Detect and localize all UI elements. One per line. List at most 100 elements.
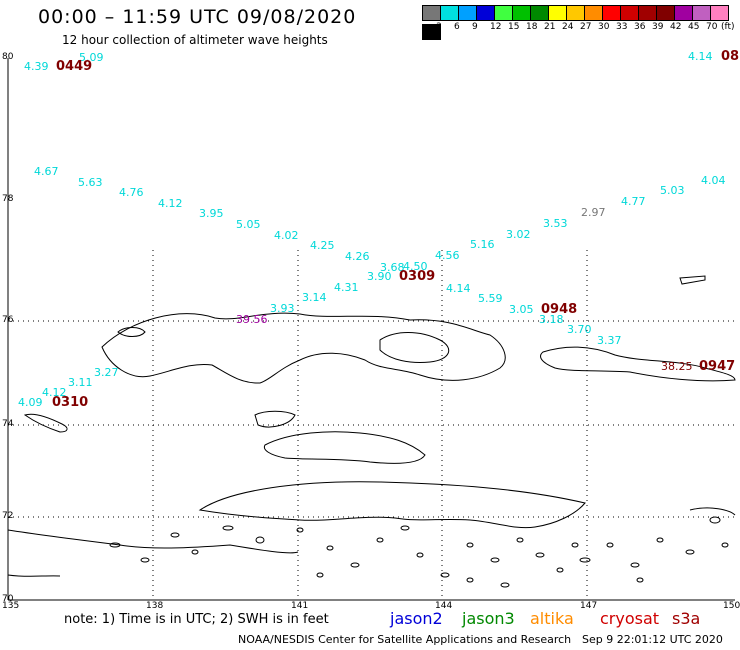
wave-height-label: 5.05: [236, 218, 261, 231]
color-scale-tick: 45: [688, 22, 700, 32]
wave-height-label: 4.39: [24, 60, 49, 73]
wave-height-label: 4.77: [621, 195, 646, 208]
wave-height-label: 2.97: [581, 206, 606, 219]
wave-height-label: 5.63: [78, 176, 103, 189]
lat-label-74: 74: [2, 419, 14, 429]
color-scale-legend: 3 6 9 12 15 18 21 24 27 30 33 36 39 42 45 70 (ft): [422, 5, 740, 43]
color-scale-swatch: [710, 5, 729, 21]
wave-height-label: 4.26: [345, 250, 370, 263]
wave-height-label: 4.76: [119, 186, 144, 199]
wave-height-label: 5.03: [660, 184, 685, 197]
wave-height-label: 3.95: [199, 207, 224, 220]
pass-time-label: 0948: [541, 302, 578, 317]
legend-cryosat: cryosat: [600, 609, 660, 628]
color-scale-swatch: [458, 5, 477, 21]
color-scale-swatch: [566, 5, 585, 21]
color-scale-swatch: [602, 5, 621, 21]
wave-height-label: 5.09: [79, 51, 104, 64]
wave-height-label: 4.67: [34, 165, 59, 178]
wave-height-label: 4.14: [446, 282, 471, 295]
color-scale-tick: 6: [454, 22, 460, 32]
wave-height-label: 3.02: [506, 228, 531, 241]
legend-s3a: s3a: [672, 609, 701, 628]
wave-height-label: 3.05: [509, 303, 534, 316]
color-scale-swatch: [548, 5, 567, 21]
lon-label-141: 141: [291, 601, 309, 611]
color-scale-tick: 30: [598, 22, 610, 32]
wave-height-label: 3.27: [94, 366, 119, 379]
color-scale-swatch: [656, 5, 675, 21]
pass-time-label: 0310: [52, 395, 89, 410]
color-scale-boxes: [422, 5, 740, 43]
color-scale-tick: 27: [580, 22, 592, 32]
lon-label-147: 147: [580, 601, 598, 611]
wave-height-label: 4.02: [274, 229, 299, 242]
color-scale-swatch: [584, 5, 603, 21]
color-scale-swatch: [440, 5, 459, 21]
wave-height-label: 38.25: [661, 360, 693, 373]
wave-height-label: 5.59: [478, 292, 503, 305]
color-scale-swatch: [494, 5, 513, 21]
color-scale-tick: 42: [670, 22, 682, 32]
footer-note: note: 1) Time is in UTC; 2) SWH is in fe…: [64, 612, 329, 627]
generated-timestamp: Sep 9 22:01:12 UTC 2020: [582, 633, 723, 646]
lon-label-150: 150: [723, 601, 740, 611]
color-scale-swatch: [620, 5, 639, 21]
wave-height-label: 3.90: [367, 270, 392, 283]
wave-height-label: 4.25: [310, 239, 335, 252]
wave-height-label: 3.93: [270, 302, 295, 315]
pass-time-label: 08: [721, 49, 740, 64]
coastlines: [7, 275, 736, 577]
pass-time-label: 0947: [699, 359, 736, 374]
color-scale-swatch: [422, 24, 441, 40]
lon-label-138: 138: [146, 601, 164, 611]
wave-height-label: 3.53: [543, 217, 568, 230]
graticule: [8, 250, 735, 600]
lat-label-78: 78: [2, 194, 14, 204]
color-scale-swatch: [476, 5, 495, 21]
color-scale-swatch: [674, 5, 693, 21]
wave-height-label: 4.50: [403, 260, 428, 273]
wave-height-label: 4.04: [701, 174, 726, 187]
wave-height-label: 4.12: [158, 197, 183, 210]
wave-height-label: 3.70: [567, 323, 592, 336]
wave-height-label: 39.56: [236, 313, 268, 326]
color-scale-tick: 36: [634, 22, 646, 32]
lat-label-76: 76: [2, 315, 14, 325]
color-scale-swatch: [530, 5, 549, 21]
small-islands: [109, 516, 729, 588]
wave-height-label: 4.12: [42, 386, 67, 399]
color-scale-tick: 12: [490, 22, 502, 32]
color-scale-tick: 9: [472, 22, 478, 32]
credit-line: NOAA/NESDIS Center for Satellite Applica…: [238, 633, 572, 646]
color-scale-tick: 70: [706, 22, 718, 32]
wave-height-label: 4.31: [334, 281, 359, 294]
color-scale-tick: (ft): [721, 22, 735, 32]
legend-jason2: jason2: [390, 609, 443, 628]
wave-height-label: 4.56: [435, 249, 460, 262]
wave-height-label: 4.14: [688, 50, 713, 63]
color-scale-swatch: [512, 5, 531, 21]
color-scale-swatch: [638, 5, 657, 21]
color-scale-tick: 33: [616, 22, 628, 32]
wave-height-label: 3.11: [68, 376, 93, 389]
wave-height-label: 4.09: [18, 396, 43, 409]
wave-height-label: 3.37: [597, 334, 622, 347]
color-scale-tick: 39: [652, 22, 664, 32]
wave-height-label: 3.68: [380, 261, 405, 274]
pass-time-label: 0449: [56, 59, 93, 74]
color-scale-tick: 15: [508, 22, 520, 32]
color-scale-swatch: [692, 5, 711, 21]
pass-time-label: 0309: [399, 269, 436, 284]
lon-label-135: 135: [2, 601, 20, 611]
wave-height-label: 5.16: [470, 238, 495, 251]
color-scale-tick: 3: [436, 22, 442, 32]
legend-jason3: jason3: [462, 609, 515, 628]
lat-label-80: 80: [2, 52, 14, 62]
color-scale-tick: 18: [526, 22, 538, 32]
lat-label-70: 70: [2, 594, 14, 604]
color-scale-tick: 24: [562, 22, 574, 32]
map-subtitle: 12 hour collection of altimeter wave hei…: [62, 33, 328, 47]
map-title: 00:00 – 11:59 UTC 09/08/2020: [38, 6, 357, 28]
